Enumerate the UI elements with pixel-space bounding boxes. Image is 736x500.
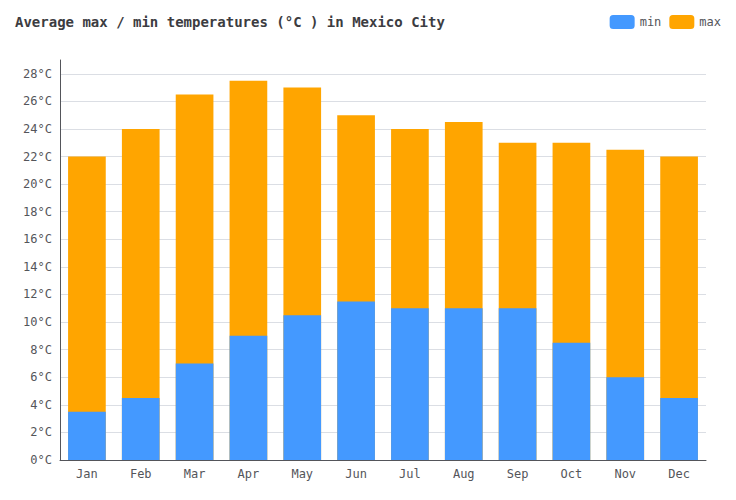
svg-text:12°C: 12°C xyxy=(23,287,52,301)
svg-text:Jan: Jan xyxy=(76,467,98,481)
svg-text:28°C: 28°C xyxy=(23,67,52,81)
svg-text:Mar: Mar xyxy=(184,467,206,481)
svg-text:Jul: Jul xyxy=(399,467,421,481)
svg-text:Apr: Apr xyxy=(238,467,260,481)
svg-text:6°C: 6°C xyxy=(30,370,52,384)
svg-text:16°C: 16°C xyxy=(23,232,52,246)
svg-text:26°C: 26°C xyxy=(23,94,52,108)
svg-text:max: max xyxy=(699,15,721,29)
svg-text:Feb: Feb xyxy=(130,467,152,481)
svg-text:8°C: 8°C xyxy=(30,343,52,357)
svg-text:14°C: 14°C xyxy=(23,260,52,274)
svg-text:Dec: Dec xyxy=(668,467,690,481)
svg-text:18°C: 18°C xyxy=(23,205,52,219)
svg-text:Average max / min temperatures: Average max / min temperatures (°C ) in … xyxy=(15,14,445,30)
svg-text:Jun: Jun xyxy=(345,467,367,481)
svg-text:4°C: 4°C xyxy=(30,398,52,412)
svg-text:2°C: 2°C xyxy=(30,425,52,439)
svg-text:Oct: Oct xyxy=(561,467,583,481)
svg-text:May: May xyxy=(291,467,313,481)
svg-text:10°C: 10°C xyxy=(23,315,52,329)
svg-text:24°C: 24°C xyxy=(23,122,52,136)
svg-text:0°C: 0°C xyxy=(30,453,52,467)
svg-text:min: min xyxy=(640,15,662,29)
svg-text:Sep: Sep xyxy=(507,467,529,481)
svg-text:Nov: Nov xyxy=(614,467,636,481)
svg-text:Aug: Aug xyxy=(453,467,475,481)
svg-text:20°C: 20°C xyxy=(23,177,52,191)
svg-text:22°C: 22°C xyxy=(23,150,52,164)
